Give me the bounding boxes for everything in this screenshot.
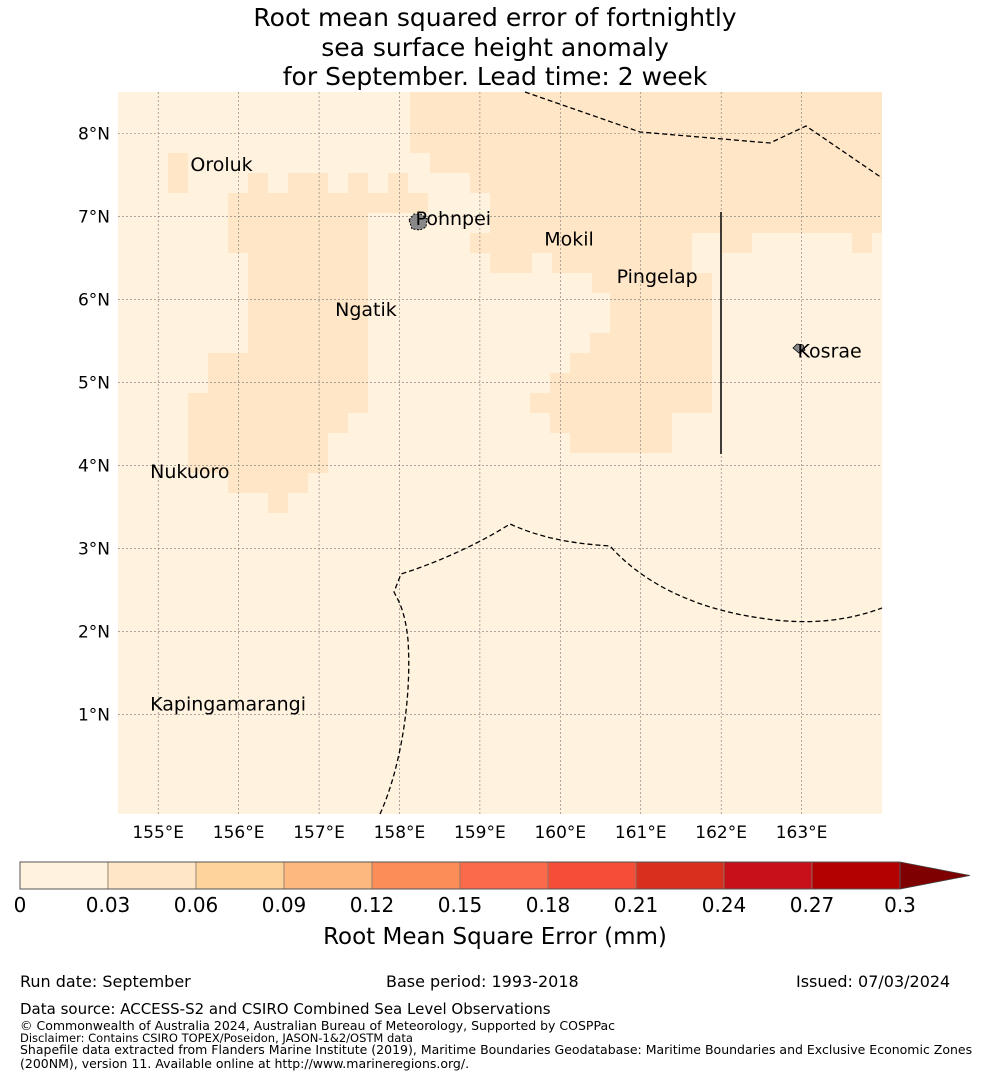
- place-label-ngatik: Ngatik: [335, 299, 397, 321]
- longitude-tick-labels: 155°E 156°E 157°E 158°E 159°E 160°E 161°E 162°E…: [132, 823, 827, 843]
- lon-tick-label: 159°E: [454, 823, 506, 843]
- colorbar-tick-labels: 0 0.03 0.06 0.09 0.12 0.15 0.18 0.21 0.24 0.27 0.3: [14, 893, 916, 917]
- issued-date: Issued: 07/03/2024: [796, 972, 951, 991]
- lat-tick-label: 1°N: [78, 705, 110, 725]
- lat-tick-label: 6°N: [78, 290, 110, 310]
- colorbar-tick: 0.06: [174, 893, 219, 917]
- maritime-boundaries: [379, 91, 883, 815]
- eez-boundary-north: [524, 91, 883, 179]
- map-panel: Oroluk Pohnpei Mokil Pingelap Ngatik Kosrae Nu…: [118, 91, 883, 815]
- place-label-kosrae: Kosrae: [798, 341, 862, 363]
- colorbar-tick: 0.18: [526, 893, 571, 917]
- colorbar-segment: [371, 861, 461, 890]
- colorbar-segment: [723, 861, 813, 890]
- colorbar-tick: 0.21: [614, 893, 659, 917]
- place-label-pingelap: Pingelap: [617, 266, 698, 288]
- rmse-band-right: [530, 253, 712, 453]
- copyright: © Commonwealth of Australia 2024, Austra…: [20, 1018, 615, 1033]
- colorbar-outline: [19, 861, 901, 890]
- place-labels: Oroluk Pohnpei Mokil Pingelap Ngatik Kosrae Nu…: [150, 154, 862, 715]
- colorbar-tick: 0.24: [702, 893, 747, 917]
- lat-tick-label: 2°N: [78, 622, 110, 642]
- colorbar-tick: 0.03: [86, 893, 131, 917]
- colorbar-segment: [811, 861, 901, 890]
- pohnpei-island: [408, 213, 428, 231]
- colorbar-tick: 0.09: [262, 893, 307, 917]
- title-line-2: sea surface height anomaly: [321, 33, 669, 62]
- place-label-nukuoro: Nukuoro: [150, 461, 229, 483]
- colorbar-tick: 0: [14, 893, 27, 917]
- disclaimer: Disclaimer: Contains CSIRO TOPEX/Poseido…: [20, 1031, 413, 1045]
- rmse-band-left: [168, 153, 428, 513]
- lat-tick-label: 5°N: [78, 373, 110, 393]
- colorbar-label: Root Mean Square Error (mm): [323, 924, 667, 950]
- lat-tick-label: 3°N: [78, 539, 110, 559]
- place-label-mokil: Mokil: [544, 229, 594, 251]
- data-source: Data source: ACCESS-S2 and CSIRO Combine…: [20, 1000, 551, 1018]
- eez-boundary-south: [379, 523, 883, 815]
- run-date: Run date: September: [20, 972, 191, 991]
- latitude-tick-labels: 1°N 2°N 3°N 4°N 5°N 6°N 7°N 8°N: [78, 124, 110, 725]
- colorbar-segment: [547, 861, 637, 890]
- colorbar-tick: 0.3: [884, 893, 916, 917]
- shapefile-credit-line-1: Shapefile data extracted from Flanders M…: [20, 1042, 973, 1057]
- colorbar-tick: 0.12: [350, 893, 395, 917]
- title-line-3: for September. Lead time: 2 week: [283, 62, 708, 91]
- base-period: Base period: 1993-2018: [386, 972, 579, 991]
- colorbar-segment: [459, 861, 549, 890]
- colorbar-tick: 0.15: [438, 893, 483, 917]
- colorbar-segment: [19, 861, 109, 890]
- rmse-field: [168, 92, 882, 513]
- title-line-1: Root mean squared error of fortnightly: [253, 3, 736, 32]
- colorbar-segment: [283, 861, 373, 890]
- colorbar-tick: 0.27: [790, 893, 835, 917]
- colorbar-extend-arrow: [899, 861, 971, 890]
- colorbar-segment: [195, 861, 285, 890]
- rmse-band-upper: [410, 92, 882, 293]
- colorbar-segment: [635, 861, 725, 890]
- shapefile-credit-line-2: (200NM), version 11. Available online at…: [20, 1056, 470, 1071]
- lon-tick-label: 157°E: [293, 823, 345, 843]
- place-label-kapingamarangi: Kapingamarangi: [150, 693, 306, 715]
- gridlines: [118, 92, 882, 814]
- kosrae-island: [792, 343, 806, 354]
- lon-tick-label: 156°E: [213, 823, 265, 843]
- colorbar-segment: [107, 861, 197, 890]
- lat-tick-label: 8°N: [78, 124, 110, 144]
- lat-tick-label: 4°N: [78, 456, 110, 476]
- lon-tick-label: 155°E: [132, 823, 184, 843]
- place-label-oroluk: Oroluk: [190, 154, 252, 176]
- lon-tick-label: 160°E: [534, 823, 586, 843]
- lon-tick-label: 163°E: [776, 823, 828, 843]
- lon-tick-label: 158°E: [374, 823, 426, 843]
- colorbar: [19, 861, 971, 890]
- lon-tick-label: 161°E: [615, 823, 667, 843]
- islands: [408, 213, 806, 354]
- lat-tick-label: 7°N: [78, 207, 110, 227]
- lon-tick-label: 162°E: [695, 823, 747, 843]
- place-label-pohnpei: Pohnpei: [416, 208, 492, 230]
